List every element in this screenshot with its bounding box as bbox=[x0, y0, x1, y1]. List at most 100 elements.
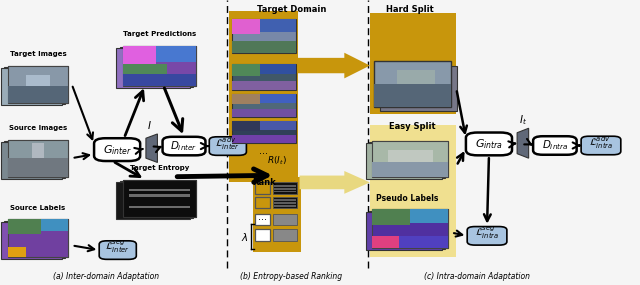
Text: Rank: Rank bbox=[252, 178, 276, 187]
FancyBboxPatch shape bbox=[581, 136, 621, 155]
FancyBboxPatch shape bbox=[94, 138, 140, 161]
Bar bbox=[260, 94, 296, 103]
Bar bbox=[1, 142, 62, 179]
Text: (a) Inter-domain Adaptation: (a) Inter-domain Adaptation bbox=[52, 272, 159, 281]
Bar bbox=[8, 219, 41, 234]
Text: Easy Split: Easy Split bbox=[390, 122, 436, 131]
Bar bbox=[26, 75, 50, 86]
Bar bbox=[232, 19, 296, 53]
Text: $G_{inter}$: $G_{inter}$ bbox=[102, 143, 132, 156]
Text: $D_{intra}$: $D_{intra}$ bbox=[541, 139, 568, 152]
Bar bbox=[123, 180, 196, 217]
Bar bbox=[232, 94, 296, 117]
FancyBboxPatch shape bbox=[466, 133, 512, 155]
Text: $I_t$: $I_t$ bbox=[519, 113, 527, 127]
Bar bbox=[232, 64, 296, 90]
Bar bbox=[232, 109, 296, 117]
Bar bbox=[129, 189, 190, 191]
Bar bbox=[374, 61, 451, 107]
Bar bbox=[273, 229, 297, 241]
Polygon shape bbox=[146, 134, 157, 162]
Bar bbox=[32, 143, 44, 158]
Bar bbox=[260, 121, 296, 130]
Bar bbox=[232, 94, 260, 104]
Bar bbox=[123, 64, 167, 74]
Bar bbox=[8, 66, 68, 103]
Bar bbox=[274, 185, 296, 187]
Bar bbox=[369, 211, 445, 249]
Bar bbox=[372, 209, 448, 248]
Bar bbox=[232, 64, 260, 76]
Bar bbox=[232, 81, 296, 90]
Bar bbox=[120, 47, 193, 87]
Bar bbox=[255, 197, 270, 208]
Bar bbox=[116, 182, 190, 219]
Bar bbox=[123, 74, 196, 86]
Bar bbox=[410, 209, 448, 223]
Bar bbox=[369, 142, 445, 178]
Bar bbox=[232, 121, 296, 142]
Bar bbox=[255, 214, 270, 225]
FancyBboxPatch shape bbox=[99, 241, 136, 259]
Text: (b) Entropy-based Ranking: (b) Entropy-based Ranking bbox=[240, 272, 342, 281]
Bar bbox=[229, 11, 298, 182]
Bar bbox=[274, 205, 296, 207]
Bar bbox=[397, 70, 435, 84]
Bar bbox=[274, 191, 296, 192]
Bar bbox=[374, 84, 451, 107]
Text: $G_{intra}$: $G_{intra}$ bbox=[475, 137, 503, 151]
Bar bbox=[1, 68, 62, 105]
Bar bbox=[8, 158, 68, 177]
Bar bbox=[253, 177, 301, 252]
Text: Target Domain: Target Domain bbox=[257, 5, 326, 15]
Text: (c) Intra-domain Adaptation: (c) Intra-domain Adaptation bbox=[424, 272, 530, 281]
Text: $\lambda$: $\lambda$ bbox=[241, 231, 248, 243]
Text: Source Images: Source Images bbox=[9, 125, 67, 131]
Text: Target Images: Target Images bbox=[10, 51, 67, 57]
Bar bbox=[260, 19, 296, 32]
Bar bbox=[380, 66, 457, 111]
Bar bbox=[399, 236, 448, 248]
Bar bbox=[123, 180, 196, 217]
Text: Target Predictions: Target Predictions bbox=[123, 31, 196, 37]
Bar bbox=[129, 194, 190, 197]
Bar bbox=[129, 206, 190, 208]
Text: Hard Split: Hard Split bbox=[386, 5, 433, 15]
FancyBboxPatch shape bbox=[533, 136, 577, 155]
Bar bbox=[8, 86, 68, 103]
Bar bbox=[273, 182, 297, 194]
Bar bbox=[232, 135, 296, 142]
Bar bbox=[232, 19, 260, 34]
Bar bbox=[366, 143, 442, 179]
Bar bbox=[274, 200, 296, 201]
Bar bbox=[4, 221, 65, 258]
Text: $R(I_t)$: $R(I_t)$ bbox=[266, 155, 287, 167]
Text: $D_{inter}$: $D_{inter}$ bbox=[170, 139, 198, 153]
Text: Pseudo Labels: Pseudo Labels bbox=[376, 194, 439, 203]
Bar bbox=[372, 209, 410, 225]
Text: Target Entropy: Target Entropy bbox=[130, 165, 189, 171]
Bar bbox=[255, 229, 270, 241]
Bar bbox=[4, 141, 65, 178]
Bar bbox=[274, 188, 296, 190]
Bar bbox=[41, 219, 68, 231]
FancyBboxPatch shape bbox=[163, 137, 205, 155]
Text: $I$: $I$ bbox=[147, 119, 152, 131]
Text: $\mathcal{L}^{seg}_{inter}$: $\mathcal{L}^{seg}_{inter}$ bbox=[105, 239, 131, 255]
Bar bbox=[372, 209, 448, 248]
Bar bbox=[116, 48, 190, 88]
Text: $\mathcal{L}^{adv}_{inter}$: $\mathcal{L}^{adv}_{inter}$ bbox=[215, 135, 241, 152]
Bar bbox=[8, 219, 68, 256]
Bar bbox=[123, 46, 196, 86]
Bar bbox=[273, 197, 297, 208]
Polygon shape bbox=[517, 128, 529, 158]
Bar bbox=[8, 140, 68, 177]
Text: ...: ... bbox=[259, 146, 268, 156]
Text: $\mathcal{L}^{seg}_{intra}$: $\mathcal{L}^{seg}_{intra}$ bbox=[475, 225, 499, 241]
Bar bbox=[255, 182, 270, 194]
Bar bbox=[274, 202, 296, 204]
Bar bbox=[8, 140, 68, 177]
Polygon shape bbox=[298, 53, 370, 78]
Text: ...: ... bbox=[258, 211, 267, 222]
Bar bbox=[123, 46, 156, 64]
